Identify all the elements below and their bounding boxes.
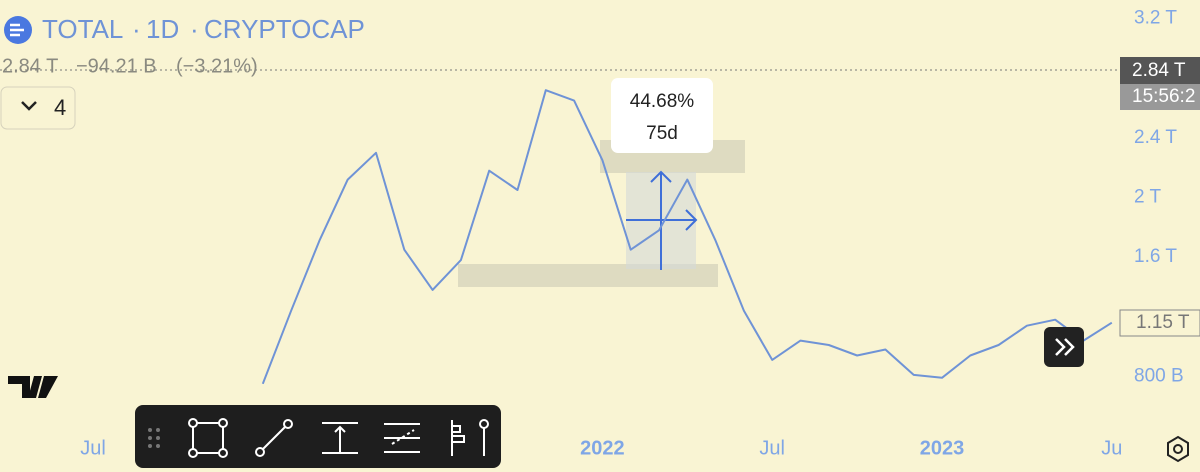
visible-last-text: 1.15 T xyxy=(1136,312,1190,333)
settings-icon[interactable] xyxy=(1167,435,1189,463)
x-tick-label: 2023 xyxy=(920,437,965,459)
plot xyxy=(261,89,1113,385)
symbol: TOTAL xyxy=(42,14,123,44)
tv-logo xyxy=(8,376,58,398)
chevron-icon xyxy=(21,101,37,111)
logo-mark xyxy=(10,23,24,37)
x-tick-label: Ju xyxy=(1101,437,1122,459)
indicators-toggle[interactable] xyxy=(0,86,76,130)
y-tick-label: 800 B xyxy=(1134,365,1184,386)
exchange: CRYPTOCAP xyxy=(204,14,365,44)
trend-line-tool[interactable] xyxy=(255,419,293,457)
countdown-label xyxy=(1120,84,1200,110)
indicator-tool[interactable] xyxy=(451,419,489,456)
double-chevron-icon xyxy=(1055,338,1075,356)
measure-arrows xyxy=(626,170,698,270)
measure-tooltip xyxy=(611,78,713,153)
countdown-text: 15:56:2 xyxy=(1132,86,1195,107)
y-tick-label: 2.4 T xyxy=(1134,127,1177,148)
y-tick-label: 3.2 T xyxy=(1134,8,1177,29)
price-line xyxy=(261,89,1113,385)
y-tick-label: 2 T xyxy=(1134,187,1162,208)
price-range-tool[interactable] xyxy=(322,422,358,454)
quote-change-percent: (−3.21%) xyxy=(176,55,258,77)
interval: 1D xyxy=(146,14,179,44)
y-tick-label: 1.6 T xyxy=(1134,246,1177,267)
header: TOTAL · 1D · CRYPTOCAP 2.84 T −94.21 B (… xyxy=(0,14,365,130)
x-tick-label: 2022 xyxy=(580,437,625,459)
measure-duration: 75d xyxy=(646,123,678,144)
x-tick-label: Jul xyxy=(80,437,106,459)
toolbar-bg xyxy=(135,405,501,468)
last-price-text: 2.84 T xyxy=(1132,60,1186,81)
zone-box xyxy=(458,264,718,287)
drag-handle[interactable] xyxy=(148,428,160,448)
quote-last: 2.84 T xyxy=(2,55,58,77)
visible-last-label xyxy=(1119,309,1200,337)
x-tick-label: Jul xyxy=(759,437,785,459)
rectangle-tool[interactable] xyxy=(188,418,228,458)
indicators-count: 4 xyxy=(54,95,66,120)
separator: · xyxy=(190,14,199,44)
drawing-toolbar xyxy=(135,405,501,468)
settings-icon-center xyxy=(1173,444,1183,454)
quote-change: −94.21 B xyxy=(76,55,157,77)
pattern-tool[interactable] xyxy=(384,423,420,453)
last-price-label xyxy=(1120,57,1200,84)
separator: · xyxy=(132,14,141,44)
measure-percent: 44.68% xyxy=(630,91,695,112)
